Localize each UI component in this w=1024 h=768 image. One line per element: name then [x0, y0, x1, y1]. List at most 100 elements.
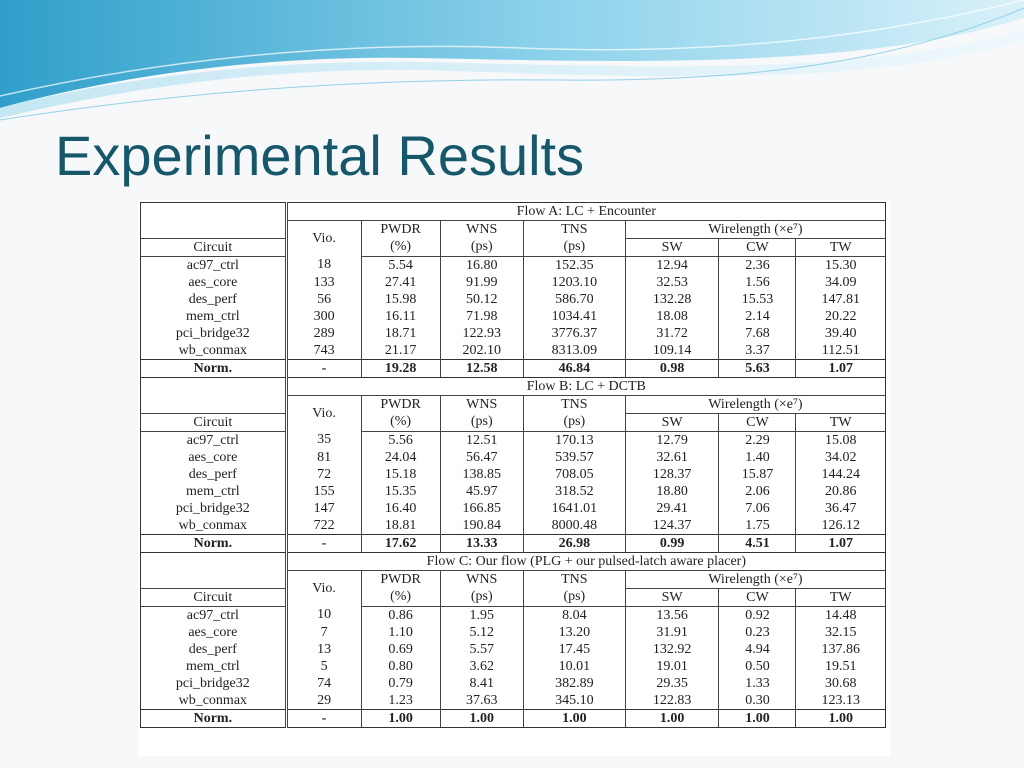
- sw-value: 18.08: [625, 308, 720, 325]
- pwdr-value: 24.04: [361, 449, 441, 466]
- norm-sw-value: 1.00: [625, 709, 720, 728]
- wns-value: 202.10: [440, 342, 524, 360]
- vio-value: 10: [284, 606, 362, 624]
- tw-value: 15.08: [824, 432, 857, 448]
- tw-value: 20.22: [824, 308, 857, 324]
- table-row: pci_bridge32 289 18.71 122.93 3776.37 31.72 7.…: [141, 325, 886, 342]
- norm-tns-value: 46.84: [523, 359, 626, 378]
- wns-value: 1.95: [440, 606, 524, 624]
- sw-value: 32.53: [625, 274, 720, 291]
- circuit-header: Circuit: [140, 238, 287, 257]
- sw-value: 13.56: [625, 606, 720, 624]
- circuit-name: mem_ctrl: [186, 483, 240, 499]
- table-row: wb_conmax 722 18.81 190.84 8000.48 124.37 1.75…: [141, 517, 886, 535]
- wns-value: 166.85: [440, 500, 524, 517]
- cw-value: 3.37: [718, 342, 797, 360]
- vio-header: Vio.: [284, 395, 362, 432]
- table-row: des_perf 72 15.18 138.85 708.05 128.37 15.87 14…: [141, 466, 886, 483]
- pwdr-unit: (%): [361, 413, 441, 432]
- cw-value: 0.23: [718, 624, 797, 641]
- wns-value: 5.57: [440, 641, 524, 658]
- pwdr-value: 1.23: [361, 692, 441, 710]
- pwdr-value: 18.71: [361, 325, 441, 342]
- tw-value: 126.12: [821, 517, 860, 533]
- table-row: mem_ctrl 5 0.80 3.62 10.01 19.01 0.50 19.51: [141, 658, 886, 675]
- norm-row: Norm. -1.00 1.00 1.00 1.00 1.00 1.00: [140, 709, 886, 728]
- tns-value: 170.13: [523, 431, 626, 449]
- norm-label: Norm.: [140, 534, 287, 553]
- sw-value: 32.61: [625, 449, 720, 466]
- pwdr-value: 15.18: [361, 466, 441, 483]
- vio-header: Vio.: [284, 220, 362, 257]
- flow-title: Flow B: LC + DCTB: [284, 377, 886, 396]
- norm-pwdr-value: 19.28: [361, 359, 441, 378]
- tw-value: 123.13: [821, 692, 860, 708]
- wns-value: 5.12: [440, 624, 524, 641]
- tw-value: 20.86: [824, 483, 857, 499]
- sw-value: 124.37: [625, 517, 720, 535]
- circuit-name: ac97_ctrl: [186, 432, 239, 448]
- circuit-name: des_perf: [188, 291, 237, 307]
- tns-value: 318.52: [523, 483, 626, 500]
- norm-wns-value: 12.58: [440, 359, 524, 378]
- wns-unit: (ps): [440, 413, 524, 432]
- cw-value: 1.33: [718, 675, 797, 692]
- norm-vio-value: -: [284, 359, 362, 378]
- pwdr-value: 21.17: [361, 342, 441, 360]
- circuit-name: pci_bridge32: [175, 500, 250, 516]
- vio-value: 133: [284, 274, 362, 291]
- cw-value: 1.75: [718, 517, 797, 535]
- pwdr-header: PWDR: [361, 395, 441, 414]
- tns-unit: (ps): [523, 238, 626, 257]
- norm-tw-value: 1.00: [795, 709, 886, 728]
- cw-value: 7.68: [718, 325, 797, 342]
- column-header-row: Vio. PWDR WNS TNS Wirelength (×e⁷): [141, 395, 886, 432]
- tns-value: 539.57: [523, 449, 626, 466]
- sw-value: 29.35: [625, 675, 720, 692]
- wirelength-header: Wirelength (×e⁷): [625, 395, 886, 414]
- column-header-row: Vio. PWDR WNS TNS Wirelength (×e⁷): [141, 220, 886, 257]
- pwdr-unit: (%): [361, 588, 441, 607]
- cw-value: 2.36: [718, 256, 797, 274]
- tns-value: 152.35: [523, 256, 626, 274]
- norm-pwdr-value: 1.00: [361, 709, 441, 728]
- pwdr-header: PWDR: [361, 570, 441, 589]
- sw-value: 12.79: [625, 431, 720, 449]
- wns-value: 122.93: [440, 325, 524, 342]
- tw-value: 19.51: [824, 658, 857, 674]
- wns-value: 50.12: [440, 291, 524, 308]
- vio-value: 81: [284, 449, 362, 466]
- flow-title: Flow C: Our flow (PLG + our pulsed-latch…: [284, 552, 886, 571]
- pwdr-value: 16.40: [361, 500, 441, 517]
- circuit-name: wb_conmax: [178, 692, 248, 708]
- table-row: des_perf 13 0.69 5.57 17.45 132.92 4.94 137.86: [141, 641, 886, 658]
- tw-value: 147.81: [821, 291, 860, 307]
- pwdr-value: 0.86: [361, 606, 441, 624]
- circuit-name: mem_ctrl: [186, 308, 240, 324]
- circuit-name: pci_bridge32: [175, 325, 250, 341]
- norm-wns-value: 13.33: [440, 534, 524, 553]
- vio-value: 74: [284, 675, 362, 692]
- norm-row: Norm. -17.62 13.33 26.98 0.99 4.51 1.07: [140, 534, 886, 553]
- table-row: des_perf 56 15.98 50.12 586.70 132.28 15.53 147…: [141, 291, 886, 308]
- flow-title-row: Flow A: LC + Encounter: [140, 202, 886, 239]
- wns-value: 71.98: [440, 308, 524, 325]
- column-unit-row: Circuit (%) (ps) (ps) SW CW TW: [140, 588, 886, 607]
- wns-value: 16.80: [440, 256, 524, 274]
- vio-header: Vio.: [284, 570, 362, 607]
- wns-value: 45.97: [440, 483, 524, 500]
- circuit-header-blank: [140, 202, 287, 239]
- cw-value: 15.87: [718, 466, 797, 483]
- wns-value: 138.85: [440, 466, 524, 483]
- cw-header: CW: [718, 413, 797, 432]
- vio-value: 7: [284, 624, 362, 641]
- wirelength-header: Wirelength (×e⁷): [625, 220, 886, 239]
- tns-header: TNS: [523, 570, 626, 589]
- wns-header: WNS: [440, 395, 524, 414]
- cw-value: 2.29: [718, 431, 797, 449]
- tw-header: TW: [795, 413, 886, 432]
- tns-value: 345.10: [523, 692, 626, 710]
- wirelength-header: Wirelength (×e⁷): [625, 570, 886, 589]
- tns-value: 708.05: [523, 466, 626, 483]
- pwdr-value: 0.79: [361, 675, 441, 692]
